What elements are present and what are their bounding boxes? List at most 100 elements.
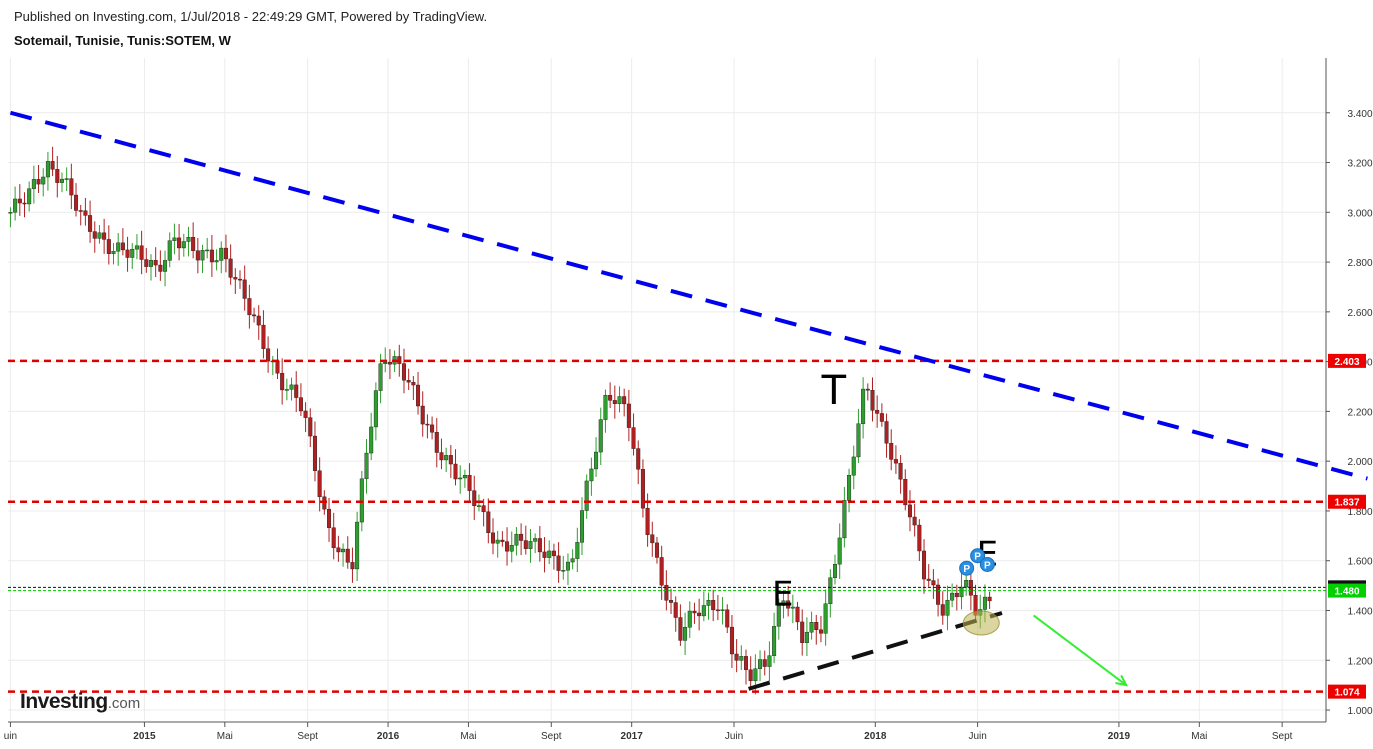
candle-body [247,298,252,316]
symbol-title: Sotemail, Tunisie, Tunis:SOTEM, W [14,33,231,48]
x-tick-label: 2019 [1108,731,1131,742]
candle-body [523,540,528,549]
price-badge-label: 1.837 [1334,498,1359,509]
candle-body [430,424,435,433]
annotation-label: T [821,368,847,414]
candle-body [411,381,416,386]
candle-body [36,179,41,185]
candle-body [589,468,594,482]
candle-body [369,426,374,454]
candle-body [884,421,889,444]
candle-body [448,455,453,465]
x-tick-label: uin [4,731,17,742]
candle-body [931,580,936,586]
candle-body [636,448,641,470]
y-tick-label: 2.200 [1347,407,1372,418]
candle-body [612,400,617,404]
candle-body [856,423,861,458]
candle-body [608,395,613,401]
candle-body [772,626,777,656]
candle-body [223,247,228,260]
candle-body [622,396,627,405]
candle-body [673,602,678,618]
candle-body [163,260,168,272]
candle-body [31,179,36,189]
candle-body [594,451,599,470]
candle-body [59,178,64,183]
x-tick-label: Sept [541,731,562,742]
candle-body [950,592,955,601]
pivot-marker [959,560,975,576]
candle-body [758,659,763,669]
candle-body [926,578,931,581]
candle-body [378,363,383,391]
candle-body [472,490,477,506]
candle-body [865,388,870,391]
pivot-marker-label: P [984,560,991,571]
candle-body [753,668,758,682]
y-tick-label: 1.200 [1347,656,1372,667]
candle-body [359,478,364,523]
candle-body [683,627,688,641]
candle-body [626,403,631,428]
x-tick-label: Juin [968,731,986,742]
x-tick-label: Mai [1191,731,1207,742]
candle-body [341,548,346,553]
candle-body [879,413,884,422]
candle-body [659,557,664,586]
candle-body [102,232,107,240]
x-tick-label: Sept [1272,731,1293,742]
candle-body [940,604,945,616]
candle-body [144,259,149,267]
candle-body [505,541,510,552]
candle-body [462,475,467,479]
candle-body [954,592,959,598]
candle-body [987,596,992,602]
candle-body [83,210,88,216]
candle-body [289,384,294,390]
candle-body [50,161,55,170]
candle-body [556,555,561,571]
price-badge-label: 1.480 [1334,587,1359,598]
candle-body [842,500,847,539]
candle-body [467,475,472,491]
candle-body [148,260,153,267]
candle-body [678,617,683,641]
candle-body [640,469,645,509]
candle-body [476,505,481,507]
candle-body [547,550,552,558]
price-badge-label: 1.074 [1334,688,1359,699]
candle-body [116,242,121,252]
y-tick-label: 3.400 [1347,109,1372,120]
candle-body [27,188,32,205]
candle-body [687,610,692,628]
candle-body [664,584,669,601]
candle-body [580,510,585,543]
candle-body [416,384,421,407]
candle-body [786,600,791,609]
candle-body [739,656,744,661]
x-tick-label: Mai [460,731,476,742]
candle-body [205,249,210,252]
y-tick-label: 2.600 [1347,308,1372,319]
candle-body [228,258,233,278]
candle-body [509,544,514,552]
candle-body [748,669,753,682]
candle-body [617,396,622,404]
candle-body [74,194,79,211]
candle-body [406,380,411,383]
candle-body [603,395,608,420]
candle-body [715,609,720,612]
candle-body [209,249,214,263]
candle-body [181,241,186,249]
candle-body [345,548,350,563]
x-tick-label: Sept [297,731,318,742]
candle-body [420,405,425,425]
candle-body [725,609,730,628]
logo-main-text: Investing [20,690,108,713]
candle-body [964,580,969,588]
candle-body [720,609,725,611]
candle-body [191,236,196,251]
x-tick-label: 2017 [621,731,644,742]
